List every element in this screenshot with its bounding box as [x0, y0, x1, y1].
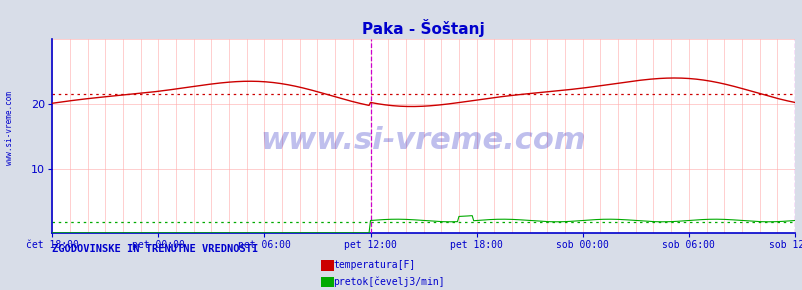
Text: ZGODOVINSKE IN TRENUTNE VREDNOSTI: ZGODOVINSKE IN TRENUTNE VREDNOSTI [52, 244, 258, 254]
Title: Paka - Šoštanj: Paka - Šoštanj [362, 19, 484, 37]
Text: temperatura[F]: temperatura[F] [333, 260, 415, 270]
Text: www.si-vreme.com: www.si-vreme.com [5, 90, 14, 165]
Text: www.si-vreme.com: www.si-vreme.com [261, 126, 585, 155]
Text: pretok[čevelj3/min]: pretok[čevelj3/min] [333, 277, 444, 287]
